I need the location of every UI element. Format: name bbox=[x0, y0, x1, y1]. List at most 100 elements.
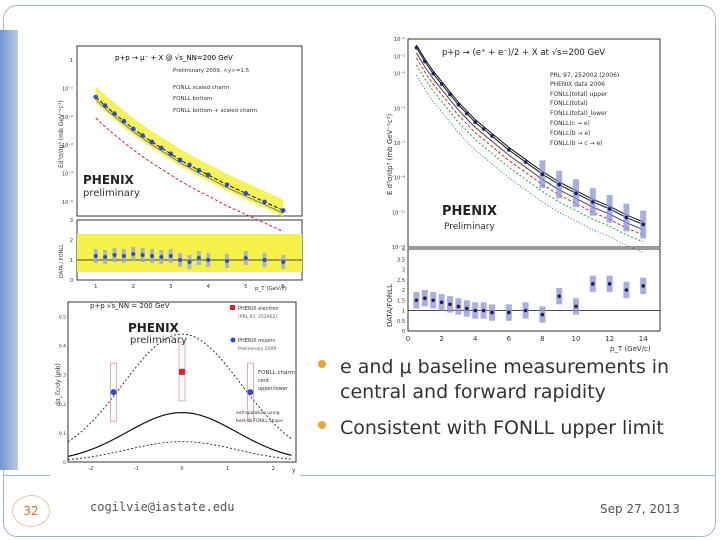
mu-data-point bbox=[149, 139, 155, 145]
el-ratio-ylabel: DATA/FONLL bbox=[386, 284, 394, 327]
el-x-tick: 6 bbox=[507, 335, 512, 343]
rapidity-electron-point bbox=[179, 368, 185, 375]
rap-legend-2: PHENIX muons bbox=[238, 338, 275, 344]
rap-chart-title: p+p √s_NN = 200 GeV bbox=[90, 302, 170, 310]
mu-data-point bbox=[112, 111, 117, 116]
el-ratio-tick: 3 bbox=[402, 268, 405, 274]
mu-y-tick: 10⁻² bbox=[62, 115, 73, 121]
rap-y-tick: 0.4 bbox=[59, 344, 66, 350]
fonll-scaled-charm-curve bbox=[95, 99, 284, 214]
el-ratio-point bbox=[591, 282, 595, 286]
el-data-point bbox=[591, 200, 595, 204]
mu-data-point bbox=[187, 162, 192, 168]
rap-annot-2: upper/lower bbox=[258, 386, 289, 392]
electron-data-points bbox=[414, 45, 647, 239]
el-ratio-point bbox=[490, 310, 494, 315]
el-ratio-point bbox=[448, 302, 452, 307]
el-ratio-point bbox=[624, 288, 629, 292]
mu-data-point bbox=[243, 191, 249, 196]
el-ratio-tick: 1 bbox=[402, 309, 405, 315]
el-ratio-tick: 4 bbox=[402, 247, 405, 253]
rap-x-tick: 2 bbox=[272, 466, 275, 472]
el-ratio-point bbox=[465, 306, 469, 311]
rap-y-tick: 0.3 bbox=[59, 373, 66, 379]
el-ratio-point bbox=[641, 284, 645, 288]
rap-x-tick: 0 bbox=[180, 466, 183, 472]
mu-ratio-point bbox=[140, 253, 145, 257]
mu-forward-chart: p+p → μ⁻ + X @ √s_NN=200 GeV Preliminary… bbox=[55, 38, 310, 293]
slide-side-accent bbox=[0, 30, 18, 470]
fonll-yellow-band bbox=[95, 86, 284, 217]
el-data-point bbox=[439, 82, 444, 86]
el-legend-4: FONLL(total)_lower bbox=[550, 110, 608, 117]
el-x-tick: 0 bbox=[406, 335, 410, 343]
mu-data-point bbox=[262, 199, 267, 205]
el-legend-7: FONLL(b → c → e) bbox=[550, 140, 603, 147]
el-ratio-tick: 0 bbox=[402, 329, 405, 335]
rapidity-chart: p+p √s_NN = 200 GeV PHENIX preliminary P… bbox=[55, 301, 297, 474]
mu-ylabel: Ed³σ/dp³ (mb GeV⁻²c³) bbox=[58, 100, 65, 168]
el-x-tick: 10 bbox=[572, 335, 581, 343]
el-y-tick: 10⁻⁵ bbox=[394, 106, 405, 112]
mu-chart-title: p+p → μ⁻ + X @ √s_NN=200 GeV bbox=[115, 54, 233, 62]
el-data-point bbox=[523, 160, 528, 164]
bullet-text-1: Consistent with FONLL upper limit bbox=[340, 417, 664, 440]
rap-ylabel: dσ_c̅c/dy (mb) bbox=[55, 363, 62, 406]
mu-legend-2: FONLL bottom bbox=[173, 96, 212, 102]
el-ratio-point bbox=[423, 296, 427, 301]
mu-data-point bbox=[280, 208, 286, 213]
el-data-point bbox=[456, 103, 461, 107]
el-legend-5: FONLL(c → e) bbox=[550, 120, 590, 127]
el-x-tick: 2 bbox=[439, 335, 443, 343]
rap-xlabel: y bbox=[292, 467, 296, 474]
mu-ratio-point bbox=[112, 253, 117, 257]
fonll-total-curve bbox=[95, 96, 284, 211]
mu-ratio-point bbox=[262, 258, 267, 262]
mu-data-point bbox=[205, 172, 211, 178]
mu-y-tick: 10⁻⁵ bbox=[62, 200, 73, 206]
rap-annot-3: extrapolation using bbox=[236, 410, 280, 416]
electron-chart-panel: p+p → (e⁺ + e⁻)/2 + X at √s=200 GeV PRL … bbox=[380, 35, 668, 353]
page-number-badge: 32 bbox=[12, 495, 50, 527]
mu-x-tick: 6 bbox=[282, 284, 286, 290]
mu-legend-3: FONLL bottom + scaled charm bbox=[173, 108, 257, 114]
rap-x-tick: -2 bbox=[88, 466, 93, 472]
mu-data-point bbox=[159, 145, 164, 151]
el-y-tick: 10⁻¹¹ bbox=[392, 210, 405, 216]
mu-x-tick: 1 bbox=[94, 284, 98, 290]
mu-forward-chart-panel: p+p → μ⁻ + X @ √s_NN=200 GeV Preliminary… bbox=[55, 38, 310, 293]
mu-ratio-point bbox=[196, 256, 201, 260]
mu-ratio-point bbox=[206, 258, 211, 262]
el-legend-2: FONLL(total) upper bbox=[550, 91, 608, 98]
mu-ratio-point bbox=[150, 254, 154, 258]
rap-annot-1: cent. bbox=[258, 378, 271, 384]
mu-legend-1: FONLL scaled charm bbox=[173, 85, 229, 91]
mu-ratio-point bbox=[187, 260, 192, 264]
mu-xlabel: p_T (GeV/c) bbox=[255, 286, 287, 292]
el-ratio-point bbox=[456, 304, 461, 309]
mu-ratio-point bbox=[131, 252, 136, 256]
rap-x-tick: -1 bbox=[134, 466, 139, 472]
mu-data-point bbox=[93, 94, 99, 100]
bullet-dot-icon bbox=[318, 360, 326, 368]
rapidity-fonll-curves bbox=[67, 333, 292, 461]
el-ylabel: E d³σ/dp³ (mb GeV⁻²c³) bbox=[386, 113, 394, 195]
rapidity-points bbox=[110, 342, 254, 422]
el-data-point bbox=[448, 92, 452, 97]
mu-ratio-point bbox=[159, 255, 164, 259]
mu-y-tick: 1 bbox=[70, 58, 73, 64]
mu-ratio-point bbox=[178, 258, 183, 262]
el-data-point bbox=[574, 191, 578, 196]
mu-ratio-point bbox=[103, 255, 108, 259]
el-y-tick: 10⁻⁹ bbox=[394, 176, 405, 182]
el-ratio-tick: 2.5 bbox=[397, 278, 405, 284]
el-ratio-tick: 2 bbox=[402, 288, 405, 294]
slide-footer bbox=[3, 475, 716, 538]
rap-legend-0: PHENIX electron bbox=[238, 306, 279, 312]
mu-ratio-ylabel: DATA / FONLL bbox=[59, 244, 65, 278]
mu-phenix-logo: PHENIX bbox=[83, 173, 135, 187]
fonll-b-c-e-curve bbox=[415, 75, 644, 253]
el-data-point bbox=[490, 134, 494, 138]
el-legend-3: FONLL(total) bbox=[550, 100, 588, 107]
rap-y-tick: 0.1 bbox=[59, 431, 66, 437]
